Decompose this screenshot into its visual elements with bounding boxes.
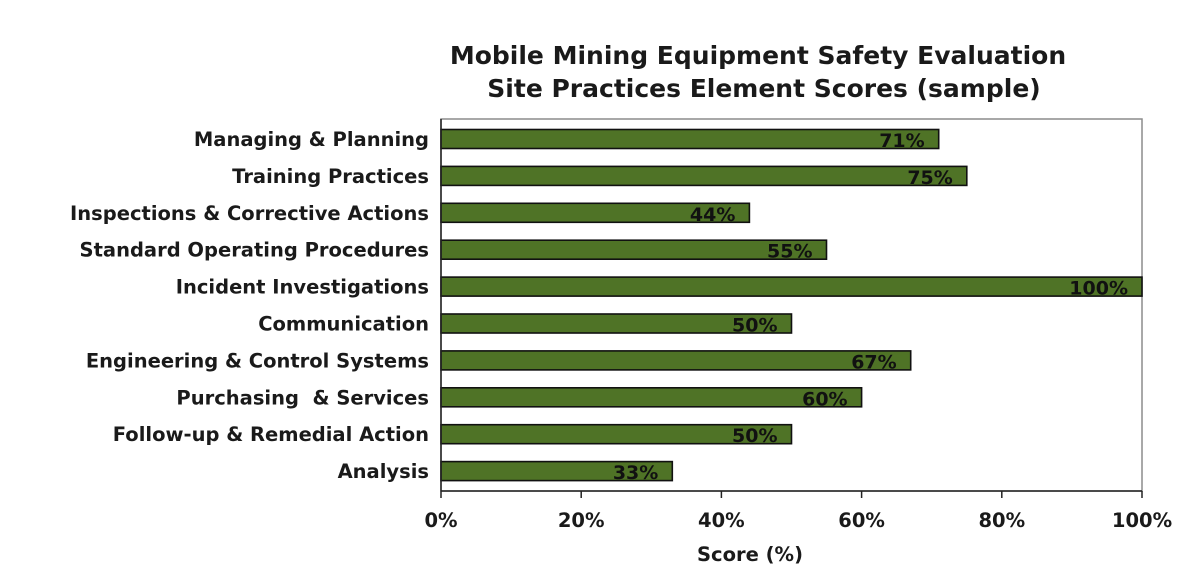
category-label-4: Standard Operating Procedures: [80, 239, 429, 262]
x-axis-title: Score (%): [697, 543, 803, 566]
value-label-6: 50%: [732, 315, 777, 337]
x-tick-label-4: 60%: [838, 509, 885, 532]
value-label-3: 44%: [690, 204, 735, 226]
category-label-10: Analysis: [338, 460, 429, 483]
value-label-5: 100%: [1069, 278, 1128, 300]
x-tick-label-5: 80%: [978, 509, 1025, 532]
value-label-10: 33%: [613, 462, 658, 484]
value-label-2: 75%: [907, 167, 952, 189]
x-tick-label-3: 40%: [698, 509, 745, 532]
bar-7: [440, 350, 912, 371]
chart-title: Mobile Mining Equipment Safety Evaluatio…: [450, 41, 1066, 70]
bar-1: [440, 128, 940, 150]
bar-2: [440, 165, 968, 187]
category-label-5: Incident Investigations: [176, 276, 429, 299]
x-axis-tick-labels: 0% 20% 40% 60% 80% 100%: [424, 509, 1172, 532]
category-label-7: Engineering & Control Systems: [86, 349, 429, 372]
category-labels: Managing & Planning Training Practices Ins…: [70, 128, 429, 483]
bar-8: [440, 386, 863, 408]
category-label-6: Communication: [258, 313, 429, 336]
bars: [440, 128, 1143, 482]
category-label-9: Follow-up & Remedial Action: [113, 423, 429, 446]
value-label-1: 71%: [879, 130, 924, 152]
chart-subtitle: Site Practices Element Scores (sample): [487, 74, 1040, 103]
x-tick-label-2: 20%: [558, 509, 605, 532]
value-label-9: 50%: [732, 425, 777, 447]
x-axis-ticks: [440, 491, 1143, 498]
x-tick-label-6: 100%: [1112, 509, 1172, 532]
value-label-4: 55%: [767, 241, 812, 263]
category-label-2: Training Practices: [232, 165, 429, 188]
category-label-8: Purchasing & Services: [176, 386, 429, 409]
value-labels: 71% 75% 44% 55% 100% 50% 67%60% 50% 33%: [613, 130, 1128, 484]
x-tick-label-1: 0%: [424, 509, 457, 532]
value-label-8: 60%: [802, 388, 847, 410]
bar-5: [440, 276, 1143, 297]
value-label-7: 67%: [851, 351, 896, 373]
category-label-1: Managing & Planning: [194, 128, 429, 151]
category-label-3: Inspections & Corrective Actions: [70, 202, 429, 225]
